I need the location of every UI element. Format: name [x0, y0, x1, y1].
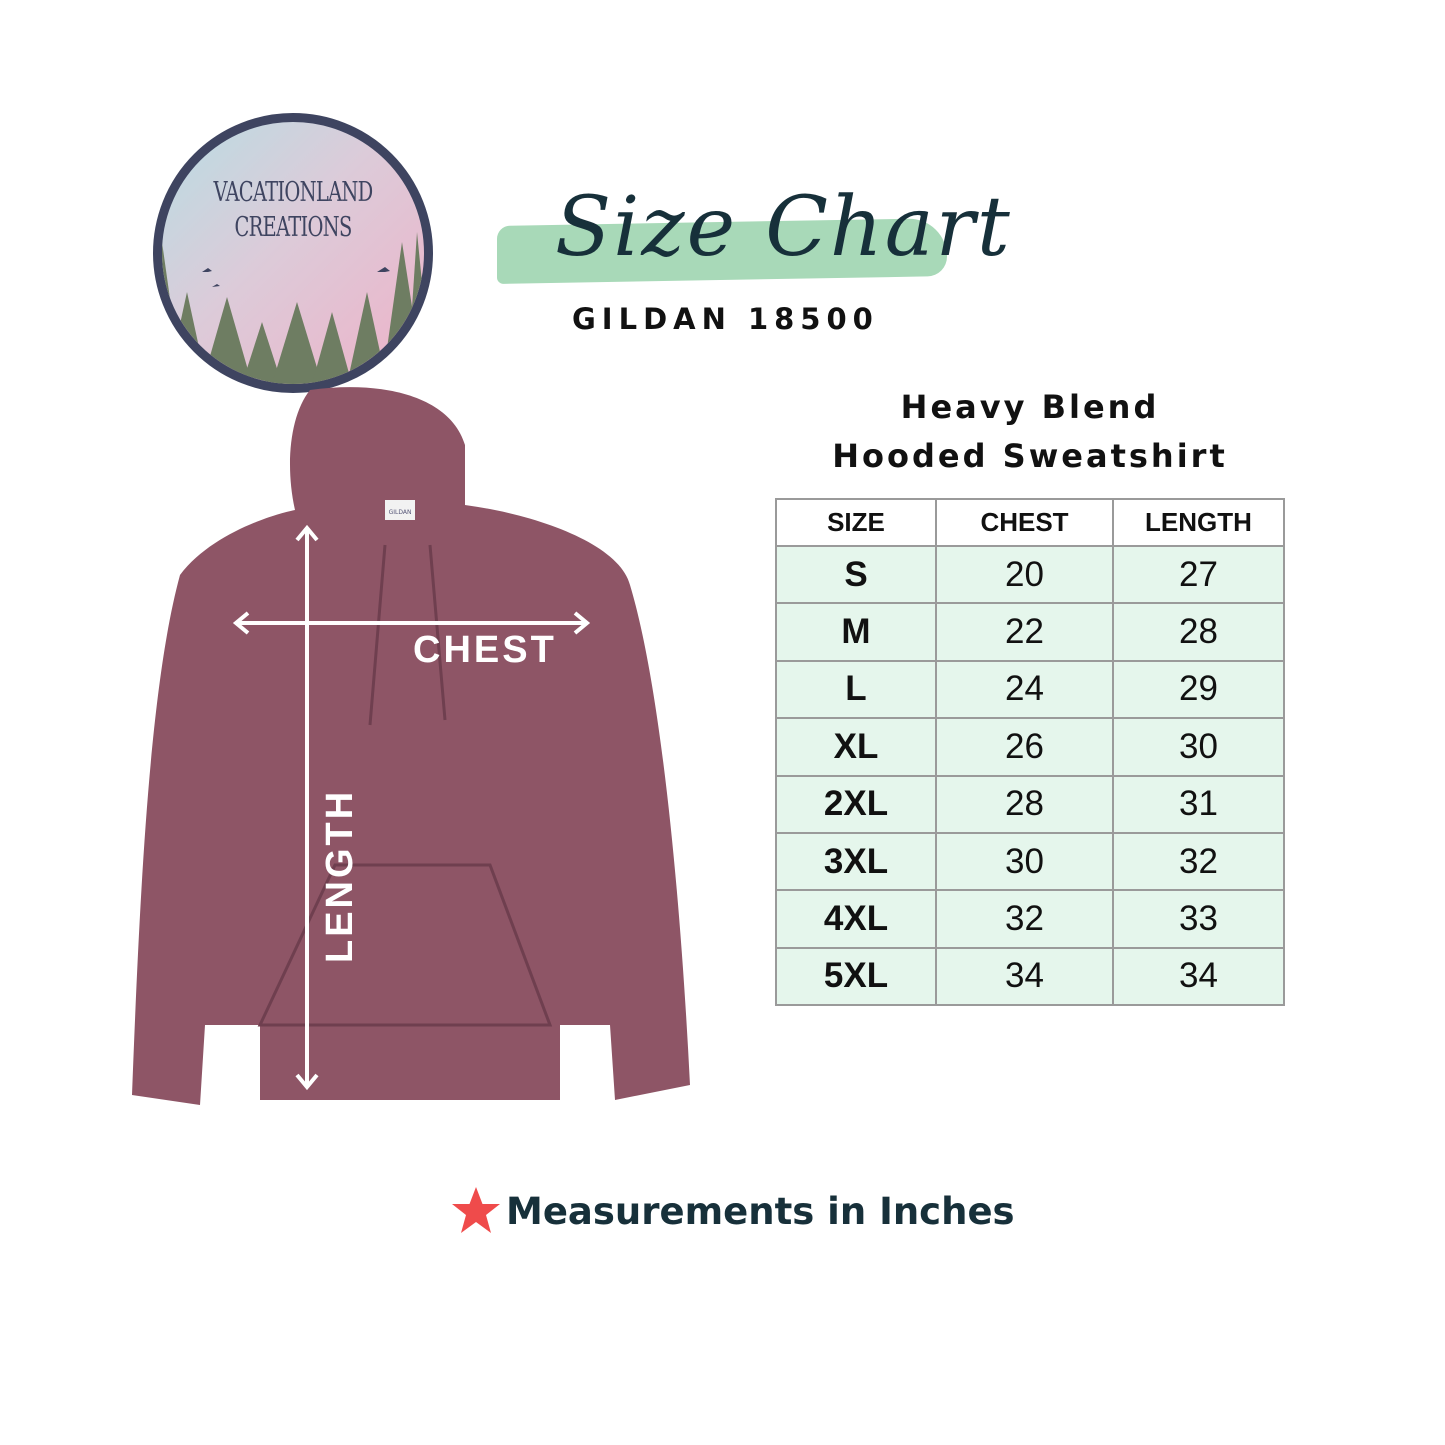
tag-text: GILDAN [389, 509, 412, 516]
cell-length: 27 [1112, 544, 1285, 605]
forest-icon [162, 232, 424, 384]
table-row: 4XL 32 33 [775, 889, 1285, 949]
cell-chest: 20 [935, 544, 1114, 605]
cell-length: 31 [1112, 774, 1285, 834]
drawstrings [368, 544, 447, 726]
cell-size: 2XL [775, 774, 937, 834]
cell-chest: 22 [935, 602, 1114, 662]
cell-size: 3XL [775, 831, 937, 892]
cell-chest: 24 [935, 659, 1114, 720]
cell-size: XL [775, 717, 937, 777]
cell-length: 28 [1112, 602, 1285, 662]
cell-size: 5XL [775, 946, 937, 1007]
hoodie-shape [132, 387, 690, 1105]
neck-tag [385, 500, 415, 520]
cell-size: S [775, 544, 937, 605]
table-row: 2XL 28 31 [775, 774, 1285, 834]
star-icon [452, 1187, 500, 1233]
cell-chest: 26 [935, 717, 1114, 777]
cell-length: 33 [1112, 889, 1285, 949]
length-label: LENGTH [319, 789, 361, 963]
cell-size: M [775, 602, 937, 662]
cell-chest: 30 [935, 831, 1114, 892]
logo-line2: CREATIONS [234, 212, 352, 243]
table-row: 3XL 30 32 [775, 831, 1285, 892]
table-row: S 20 27 [775, 544, 1285, 605]
product-name-line1: Heavy Blend [900, 388, 1160, 426]
cell-chest: 28 [935, 774, 1114, 834]
brand-logo: VACATIONLAND CREATIONS [153, 113, 433, 393]
size-table: SIZE CHEST LENGTH S 20 27 M 22 28 L 24 29 XL 26 30 2… [775, 498, 1285, 1007]
header-chest: CHEST [935, 498, 1114, 547]
table-row: L 24 29 [775, 659, 1285, 720]
header-size: SIZE [775, 498, 937, 547]
measure-arrows [232, 524, 591, 1091]
chest-label: CHEST [413, 629, 557, 671]
pocket-outline [257, 863, 553, 1027]
table-header-row: SIZE CHEST LENGTH [775, 498, 1285, 547]
header-length: LENGTH [1112, 498, 1285, 547]
note-text: Measurements in Inches [506, 1189, 1015, 1233]
logo-line1: VACATIONLAND [213, 177, 373, 208]
page-title: Size Chart [555, 180, 1012, 275]
model-number: GILDAN 18500 [572, 302, 879, 336]
product-name-line2: Hooded Sweatshirt [832, 437, 1228, 475]
cell-size: 4XL [775, 889, 937, 949]
cell-chest: 32 [935, 889, 1114, 949]
cell-length: 29 [1112, 659, 1285, 720]
table-row: XL 26 30 [775, 717, 1285, 777]
hoodie-diagram: GILDAN CHEST LENGTH [132, 387, 690, 1105]
cell-length: 34 [1112, 946, 1285, 1007]
table-row: M 22 28 [775, 602, 1285, 662]
cell-chest: 34 [935, 946, 1114, 1007]
cell-size: L [775, 659, 937, 720]
cell-length: 30 [1112, 717, 1285, 777]
measurement-note: Measurements in Inches [450, 1186, 1015, 1236]
cell-length: 32 [1112, 831, 1285, 892]
table-row: 5XL 34 34 [775, 946, 1285, 1007]
